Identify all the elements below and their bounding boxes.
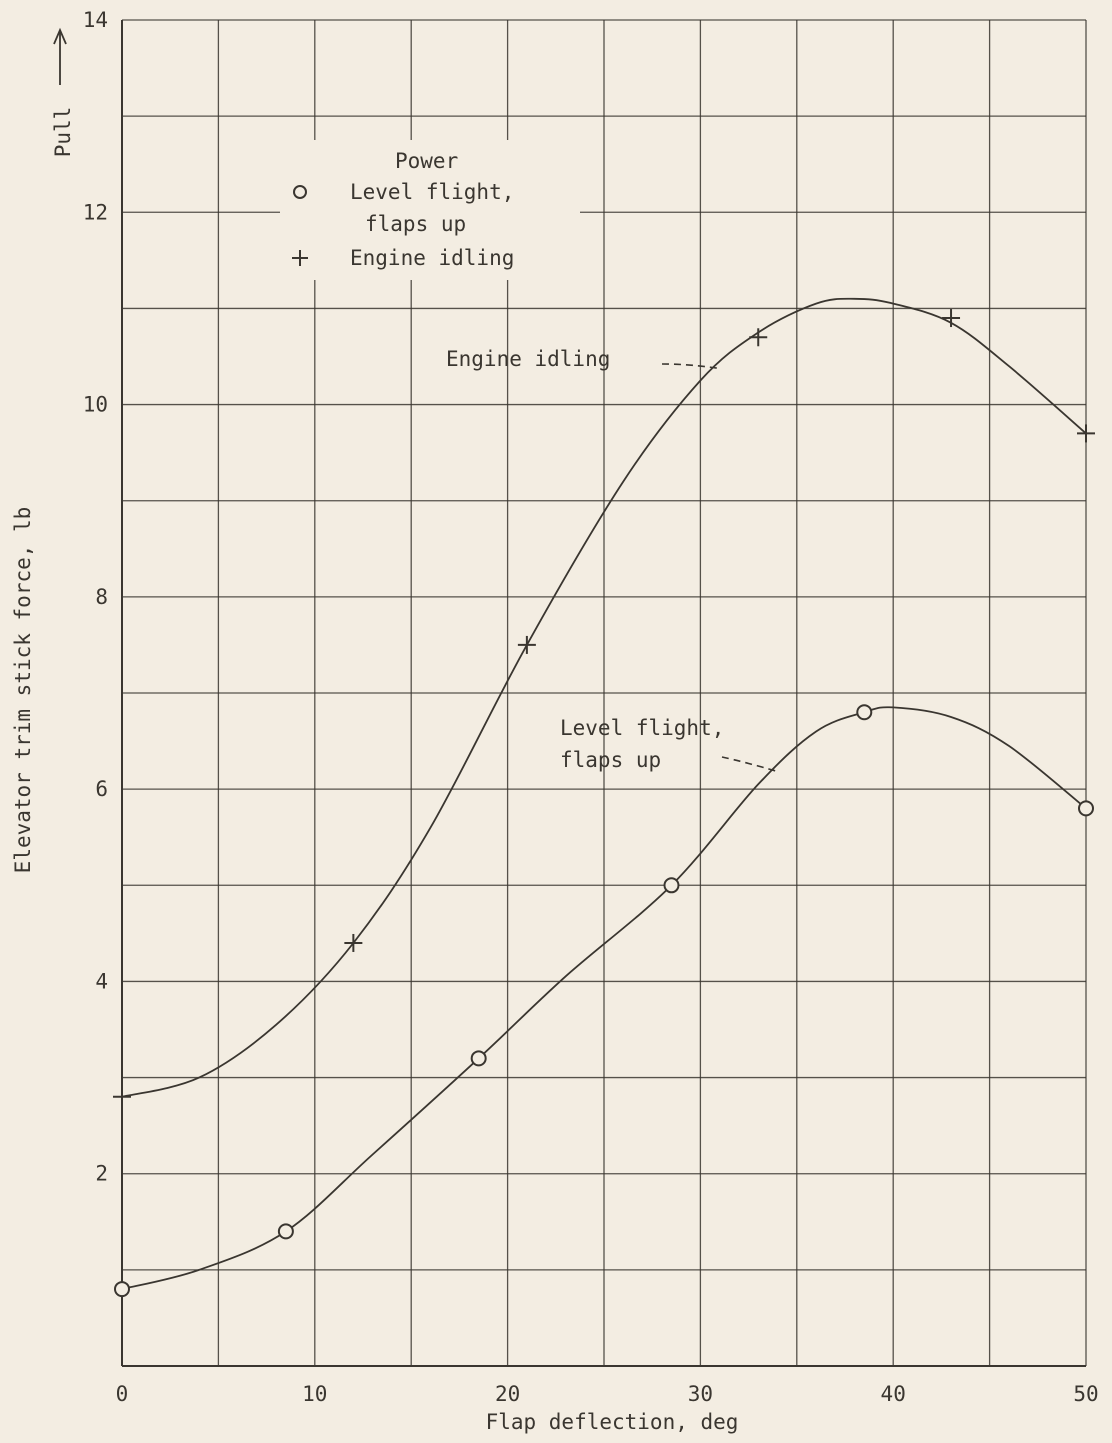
data-point-level-flight [114, 1281, 130, 1298]
legend-label-idling: Engine idling [350, 246, 514, 270]
y-tick-label: 14 [83, 8, 108, 32]
annotation-engine-idling: Engine idling [446, 347, 610, 371]
data-point-level-flight [470, 1050, 487, 1067]
data-point-engine-idling [344, 933, 363, 952]
data-point-level-flight [663, 877, 680, 894]
y-tick-label: 6 [95, 777, 108, 801]
data-point-engine-idling [749, 328, 768, 347]
pull-arrow-icon [53, 27, 67, 85]
series-curve-engine-idling [121, 297, 1087, 1098]
legend: Power Level flight, flaps up Engine idli… [280, 140, 580, 280]
x-tick-label: 50 [1073, 1382, 1098, 1406]
annotation-level-line1: Level flight, [560, 716, 724, 740]
annotation-leader-engine-idling [661, 363, 720, 370]
legend-circle-marker [293, 185, 307, 199]
pull-label: Pull [51, 107, 75, 158]
y-tick-label: 10 [83, 393, 108, 417]
y-tick-label: 4 [95, 969, 108, 993]
y-tick-label: 8 [95, 585, 108, 609]
legend-label-level-line2: flaps up [365, 212, 466, 236]
grid [121, 19, 1087, 1367]
x-tick-label: 30 [688, 1382, 713, 1406]
axes: 0 10 20 30 40 50 2 4 6 8 10 12 14 [83, 8, 1099, 1406]
x-axis-title: Flap deflection, deg [486, 1410, 739, 1434]
legend-background [280, 140, 580, 280]
data-point-level-flight [277, 1223, 294, 1240]
annotation-level-line2: flaps up [560, 748, 661, 772]
annotation-leader-level-flight [721, 756, 778, 773]
data-point-engine-idling [113, 1087, 131, 1106]
data-point-level-flight [856, 704, 873, 721]
x-tick-label: 40 [881, 1382, 906, 1406]
data-point-engine-idling [517, 635, 536, 654]
x-tick-label: 10 [302, 1382, 327, 1406]
y-tick-label: 2 [95, 1162, 108, 1186]
markers [113, 309, 1095, 1298]
y-tick-label: 12 [83, 200, 108, 224]
annotations: Engine idling Level flight, flaps up [446, 347, 778, 773]
x-tick-label: 0 [116, 1382, 129, 1406]
data-point-level-flight [1078, 800, 1094, 817]
x-tick-label: 20 [495, 1382, 520, 1406]
legend-title: Power [395, 149, 458, 173]
data-point-engine-idling [1077, 424, 1095, 443]
y-axis-title: Elevator trim stick force, lb [11, 507, 35, 874]
legend-label-level-line1: Level flight, [350, 180, 514, 204]
data-point-engine-idling [942, 309, 961, 328]
legend-plus-marker [292, 250, 308, 266]
